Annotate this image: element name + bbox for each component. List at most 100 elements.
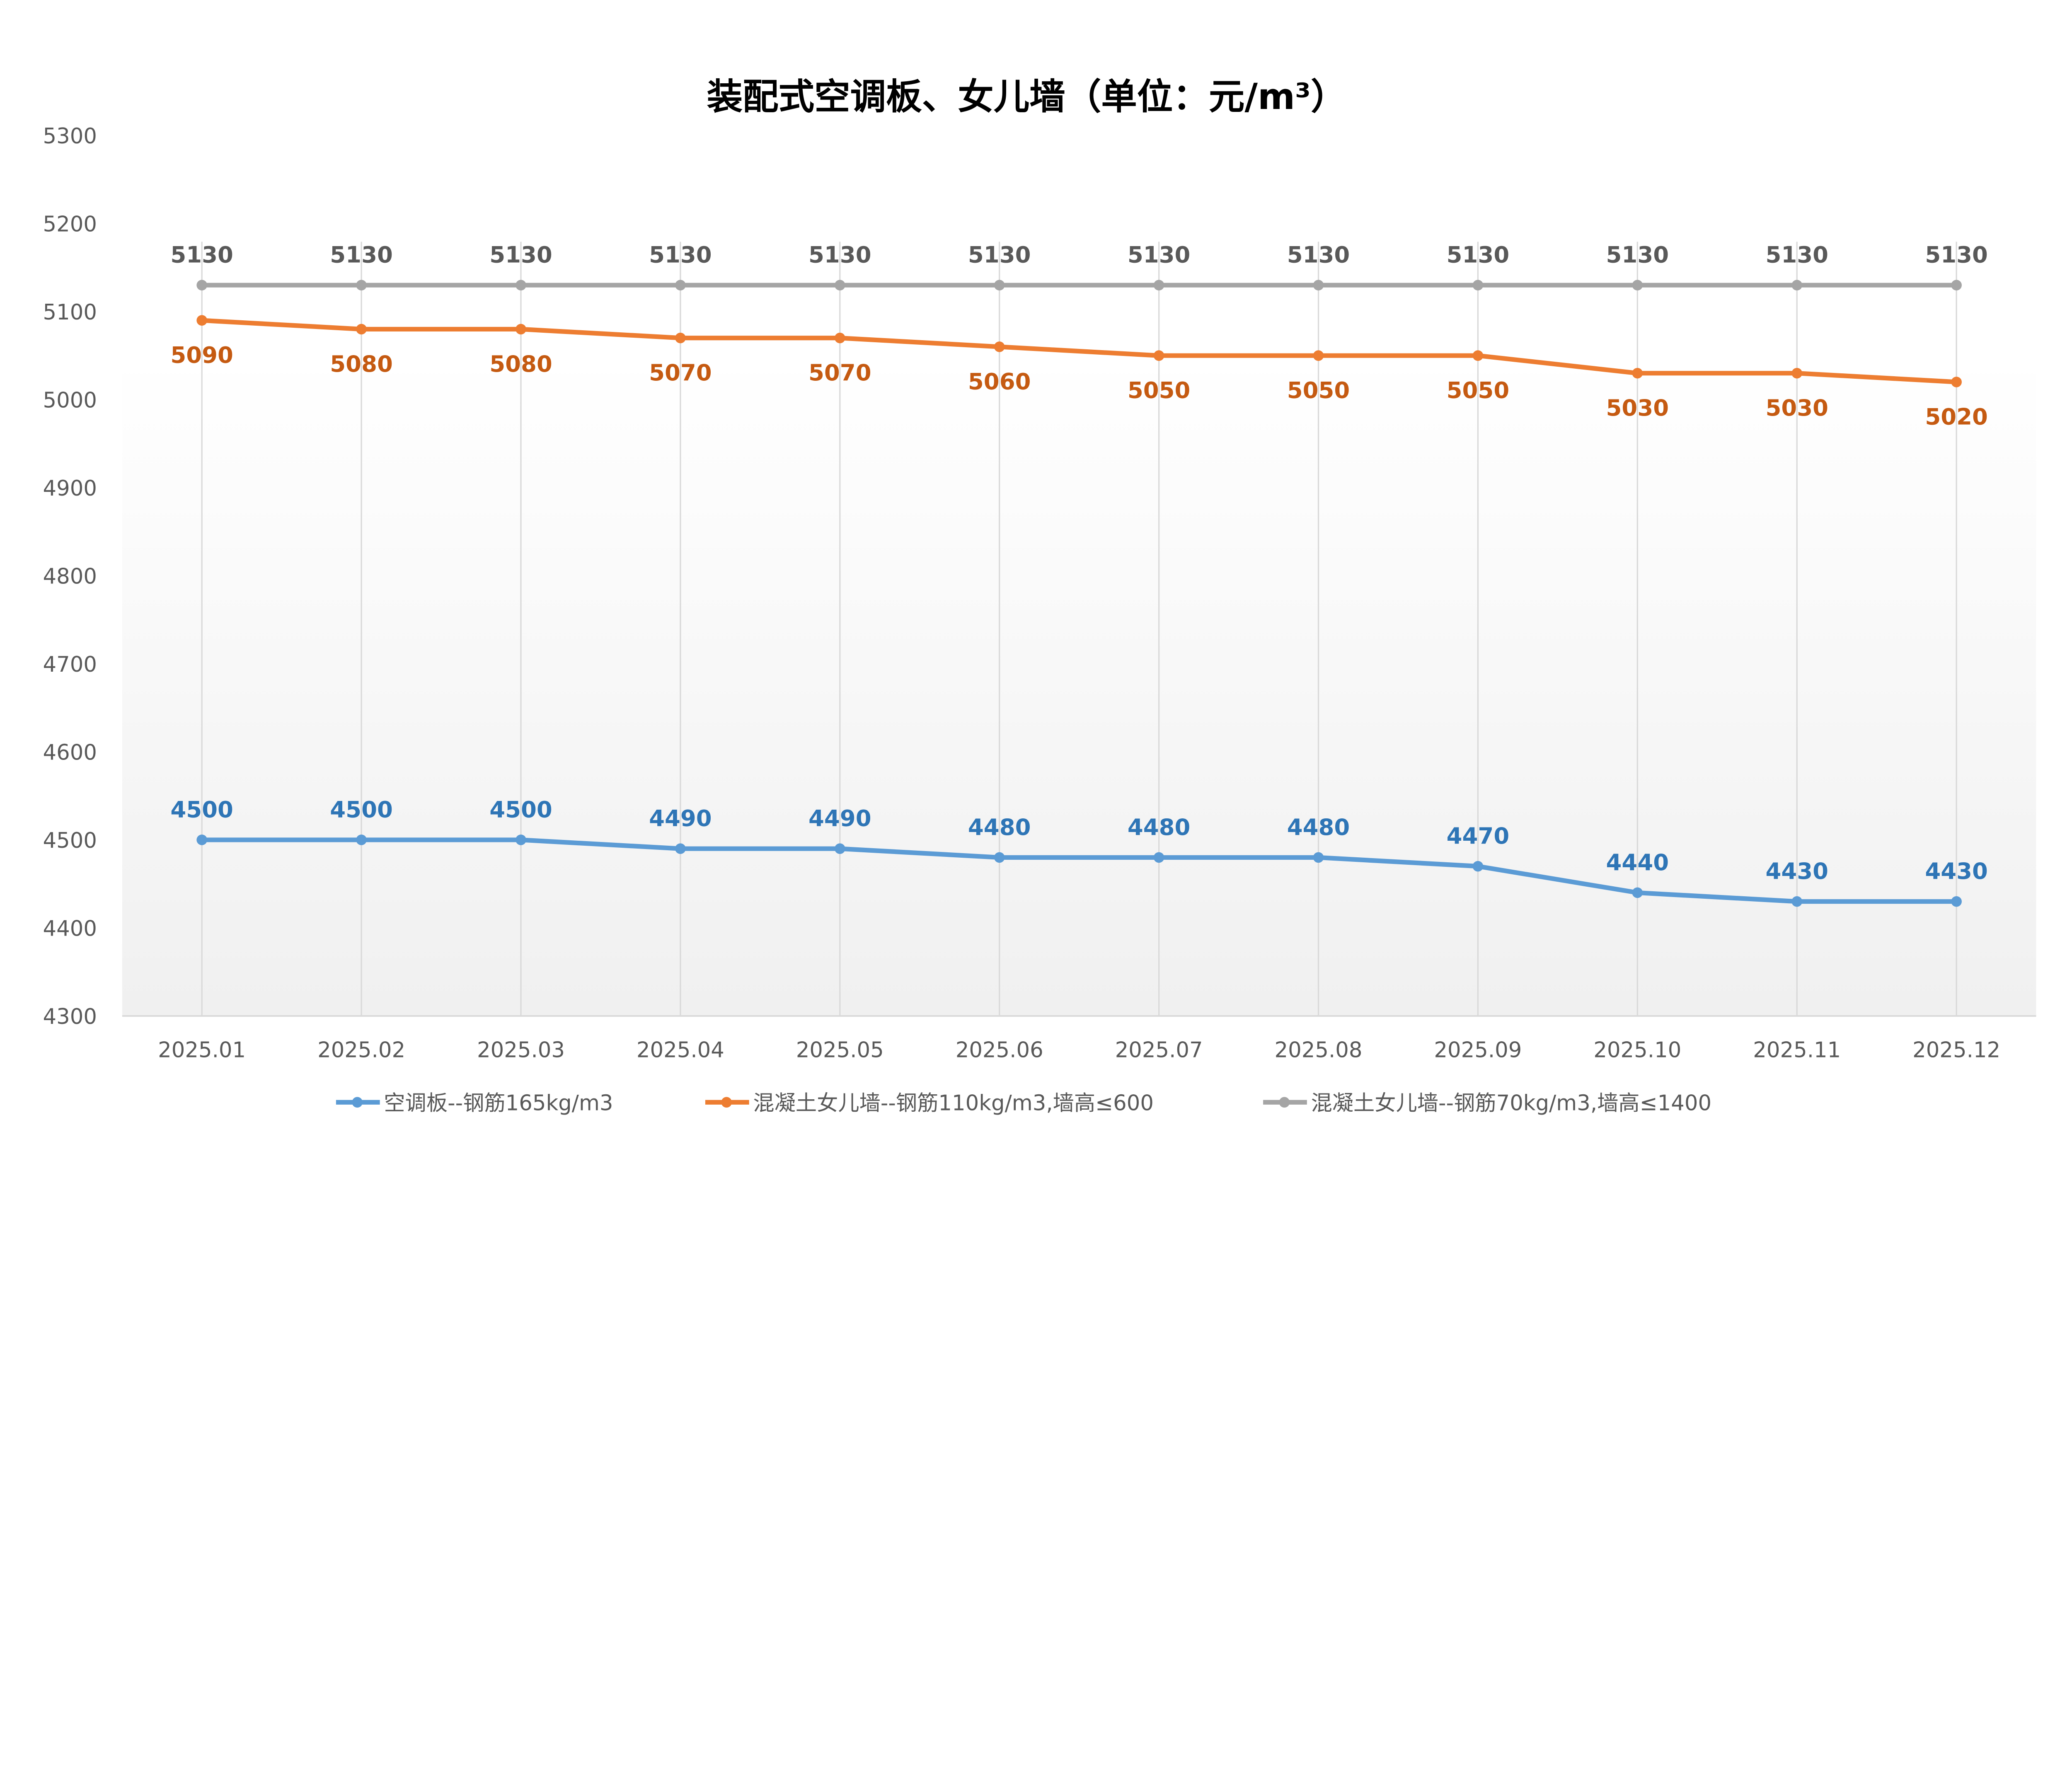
- y-tick-label: 4800: [43, 564, 97, 589]
- data-point: [516, 835, 526, 845]
- legend-item: 混凝土女儿墙--钢筋110kg/m3,墙高≤600: [705, 1091, 1154, 1115]
- x-tick-label: 2025.12: [1912, 1038, 2000, 1062]
- data-label: 5050: [1128, 377, 1191, 404]
- data-point: [1472, 350, 1484, 361]
- data-label: 5130: [808, 242, 871, 268]
- data-point: [675, 843, 686, 854]
- data-point: [1313, 852, 1324, 863]
- y-tick-label: 4900: [43, 476, 97, 501]
- chart-title: 装配式空调板、女儿墙（单位：元/m³）: [707, 76, 1347, 118]
- data-label: 4480: [1128, 814, 1191, 840]
- x-tick-label: 2025.08: [1275, 1038, 1363, 1062]
- data-point: [834, 843, 845, 854]
- y-tick-label: 5200: [43, 212, 97, 237]
- data-labels: 4500 4500 4500 4490 4490 4480 4480 4480 4470 4440…: [170, 242, 1988, 885]
- data-point: [994, 341, 1005, 352]
- data-label: 4490: [808, 805, 871, 832]
- data-point: [1313, 280, 1324, 290]
- data-point: [1153, 280, 1164, 290]
- data-label: 4470: [1447, 822, 1510, 849]
- data-point: [356, 280, 367, 290]
- y-tick-label: 4700: [43, 652, 97, 677]
- data-label: 4500: [330, 796, 393, 822]
- legend-marker-icon: [352, 1097, 363, 1108]
- data-label: 4480: [1287, 814, 1350, 840]
- series-line: [201, 318, 1957, 385]
- series-line: [202, 837, 1957, 904]
- y-tick-label: 5300: [43, 124, 97, 149]
- data-point: [356, 324, 367, 335]
- data-point: [1951, 896, 1962, 907]
- data-label: 5130: [489, 242, 552, 268]
- x-axis: 2025.01 2025.02 2025.03 2025.04 2025.05 2025.…: [122, 1015, 2036, 1062]
- data-label: 5030: [1606, 394, 1669, 421]
- y-axis: 4300 4400 4500 4600 4700 4800 4900 5000 5100 5200…: [43, 124, 97, 1029]
- data-label: 4430: [1925, 858, 1988, 884]
- data-point: [356, 835, 367, 845]
- data-label: 5130: [968, 242, 1031, 268]
- plot-background: [122, 135, 2036, 1016]
- data-point: [196, 280, 207, 290]
- data-label: 5080: [489, 351, 552, 377]
- x-tick-label: 2025.07: [1115, 1038, 1203, 1062]
- data-point: [516, 324, 526, 335]
- data-point: [834, 280, 845, 290]
- legend-marker-icon: [721, 1097, 732, 1108]
- data-label: 5130: [649, 242, 712, 268]
- data-point: [1472, 861, 1484, 872]
- data-label: 4500: [489, 796, 552, 822]
- data-label: 5130: [330, 242, 393, 268]
- data-label: 5050: [1447, 377, 1510, 404]
- data-point: [1951, 280, 1962, 290]
- x-tick-label: 2025.06: [956, 1038, 1043, 1062]
- legend-item: 混凝土女儿墙--钢筋70kg/m3,墙高≤1400: [1263, 1091, 1711, 1115]
- legend-label: 空调板--钢筋165kg/m3: [384, 1091, 613, 1115]
- x-tick-label: 2025.10: [1593, 1038, 1681, 1062]
- data-point: [1472, 280, 1484, 290]
- data-point: [1153, 350, 1164, 361]
- x-tick-label: 2025.11: [1753, 1038, 1841, 1062]
- data-label: 5130: [1447, 242, 1510, 268]
- series-group: [196, 280, 1962, 907]
- data-label: 5130: [1128, 242, 1191, 268]
- data-point: [1632, 280, 1643, 290]
- data-point: [1951, 377, 1962, 387]
- data-point: [1632, 887, 1643, 898]
- y-tick-label: 4500: [43, 828, 97, 853]
- data-label: 5070: [649, 359, 712, 386]
- data-point: [196, 315, 207, 326]
- data-point: [1791, 368, 1803, 379]
- legend-label: 混凝土女儿墙--钢筋110kg/m3,墙高≤600: [753, 1091, 1154, 1115]
- data-label: 5050: [1287, 377, 1350, 404]
- legend-marker-icon: [1279, 1097, 1290, 1108]
- data-point: [1791, 896, 1803, 907]
- data-point: [1791, 280, 1803, 290]
- x-tick-label: 2025.01: [158, 1038, 246, 1062]
- data-label: 5070: [808, 359, 871, 386]
- y-tick-label: 4400: [43, 917, 97, 941]
- legend: 空调板--钢筋165kg/m3 混凝土女儿墙--钢筋110kg/m3,墙高≤600…: [336, 1091, 1711, 1115]
- legend-item: 空调板--钢筋165kg/m3: [336, 1091, 613, 1115]
- data-label: 5090: [170, 342, 233, 368]
- y-tick-label: 4300: [43, 1004, 97, 1029]
- x-tick-label: 2025.09: [1434, 1038, 1522, 1062]
- x-tick-label: 2025.02: [317, 1038, 405, 1062]
- data-point: [196, 835, 207, 845]
- line-chart: 装配式空调板、女儿墙（单位：元/m³） 4300 4400 4500 4600 4700…: [43, 76, 2036, 1115]
- data-label: 4490: [649, 805, 712, 832]
- data-point: [1153, 852, 1164, 863]
- data-label: 5130: [1606, 242, 1669, 268]
- data-label: 4430: [1765, 858, 1828, 884]
- data-label: 5130: [1925, 242, 1988, 268]
- data-label: 5080: [330, 351, 393, 377]
- data-label: 5130: [1765, 242, 1828, 268]
- y-tick-label: 4600: [43, 740, 97, 765]
- y-tick-label: 5000: [43, 388, 97, 413]
- x-tick-label: 2025.05: [796, 1038, 884, 1062]
- data-point: [675, 280, 686, 290]
- data-point: [994, 852, 1005, 863]
- x-tick-label: 2025.03: [477, 1038, 565, 1062]
- data-label: 4440: [1606, 849, 1669, 876]
- data-point: [1632, 368, 1643, 379]
- data-label: 5030: [1765, 394, 1828, 421]
